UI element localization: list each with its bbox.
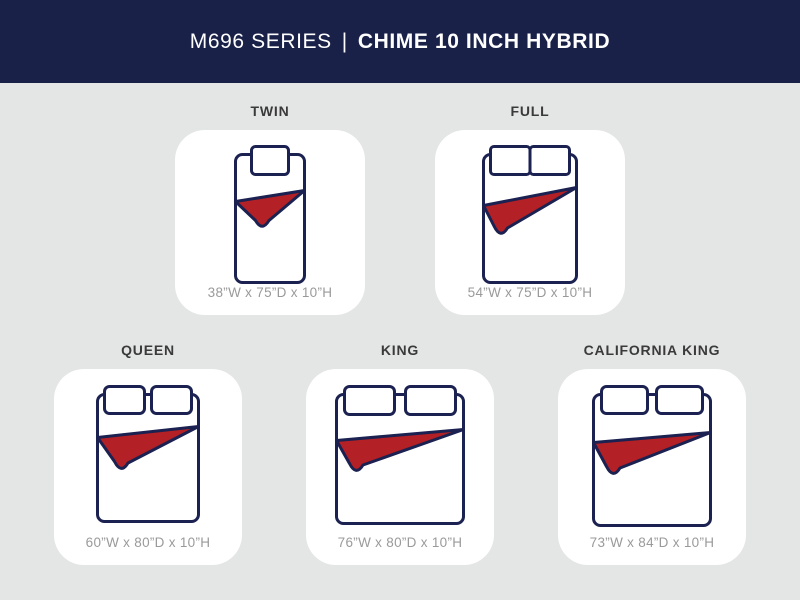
size-card-twin: 38”W x 75”D x 10”H xyxy=(175,130,365,315)
size-card-king: 76”W x 80”D x 10”H xyxy=(306,369,494,565)
size-row-top: TWIN 38”W x 75”D x 10”H FULL 54”W xyxy=(0,103,800,315)
full-bed-icon xyxy=(482,145,578,284)
size-label-king: KING xyxy=(380,342,420,358)
queen-bed-icon xyxy=(96,385,200,523)
size-dimensions-california-king: 73”W x 84”D x 10”H xyxy=(589,535,715,550)
size-section-twin: TWIN 38”W x 75”D x 10”H xyxy=(175,103,365,315)
size-card-california-king: 73”W x 84”D x 10”H xyxy=(558,369,746,565)
twin-bed-icon xyxy=(234,145,306,284)
size-row-bottom: QUEEN 60”W x 80”D x 10”H KING xyxy=(0,342,800,565)
size-label-twin: TWIN xyxy=(250,103,290,119)
california-king-bed-icon xyxy=(592,385,712,527)
title-separator: | xyxy=(341,29,348,53)
size-dimensions-queen: 60”W x 80”D x 10”H xyxy=(85,535,211,550)
size-section-king: KING 76”W x 80”D x 10”H xyxy=(306,342,494,565)
series-name: M696 SERIES xyxy=(189,29,332,53)
size-section-full: FULL 54”W x 75”D x 10”H xyxy=(435,103,625,315)
size-label-full: FULL xyxy=(510,103,550,119)
size-dimensions-full: 54”W x 75”D x 10”H xyxy=(467,285,593,300)
size-card-full: 54”W x 75”D x 10”H xyxy=(435,130,625,315)
king-bed-icon xyxy=(335,385,465,525)
size-dimensions-king: 76”W x 80”D x 10”H xyxy=(337,535,463,550)
size-card-queen: 60”W x 80”D x 10”H xyxy=(54,369,242,565)
size-section-queen: QUEEN 60”W x 80”D x 10”H xyxy=(54,342,242,565)
header-banner: M696 SERIES | CHIME 10 INCH HYBRID xyxy=(0,0,800,83)
page-title: M696 SERIES | CHIME 10 INCH HYBRID xyxy=(190,30,610,54)
size-section-california-king: CALIFORNIA KING 73”W x 84”D x 10”H xyxy=(558,342,746,565)
product-name: CHIME 10 INCH HYBRID xyxy=(357,29,611,53)
size-dimensions-twin: 38”W x 75”D x 10”H xyxy=(207,285,333,300)
size-label-queen: QUEEN xyxy=(121,342,175,358)
size-label-california-king: CALIFORNIA KING xyxy=(583,342,721,358)
mattress-size-chart: TWIN 38”W x 75”D x 10”H FULL 54”W xyxy=(0,83,800,565)
